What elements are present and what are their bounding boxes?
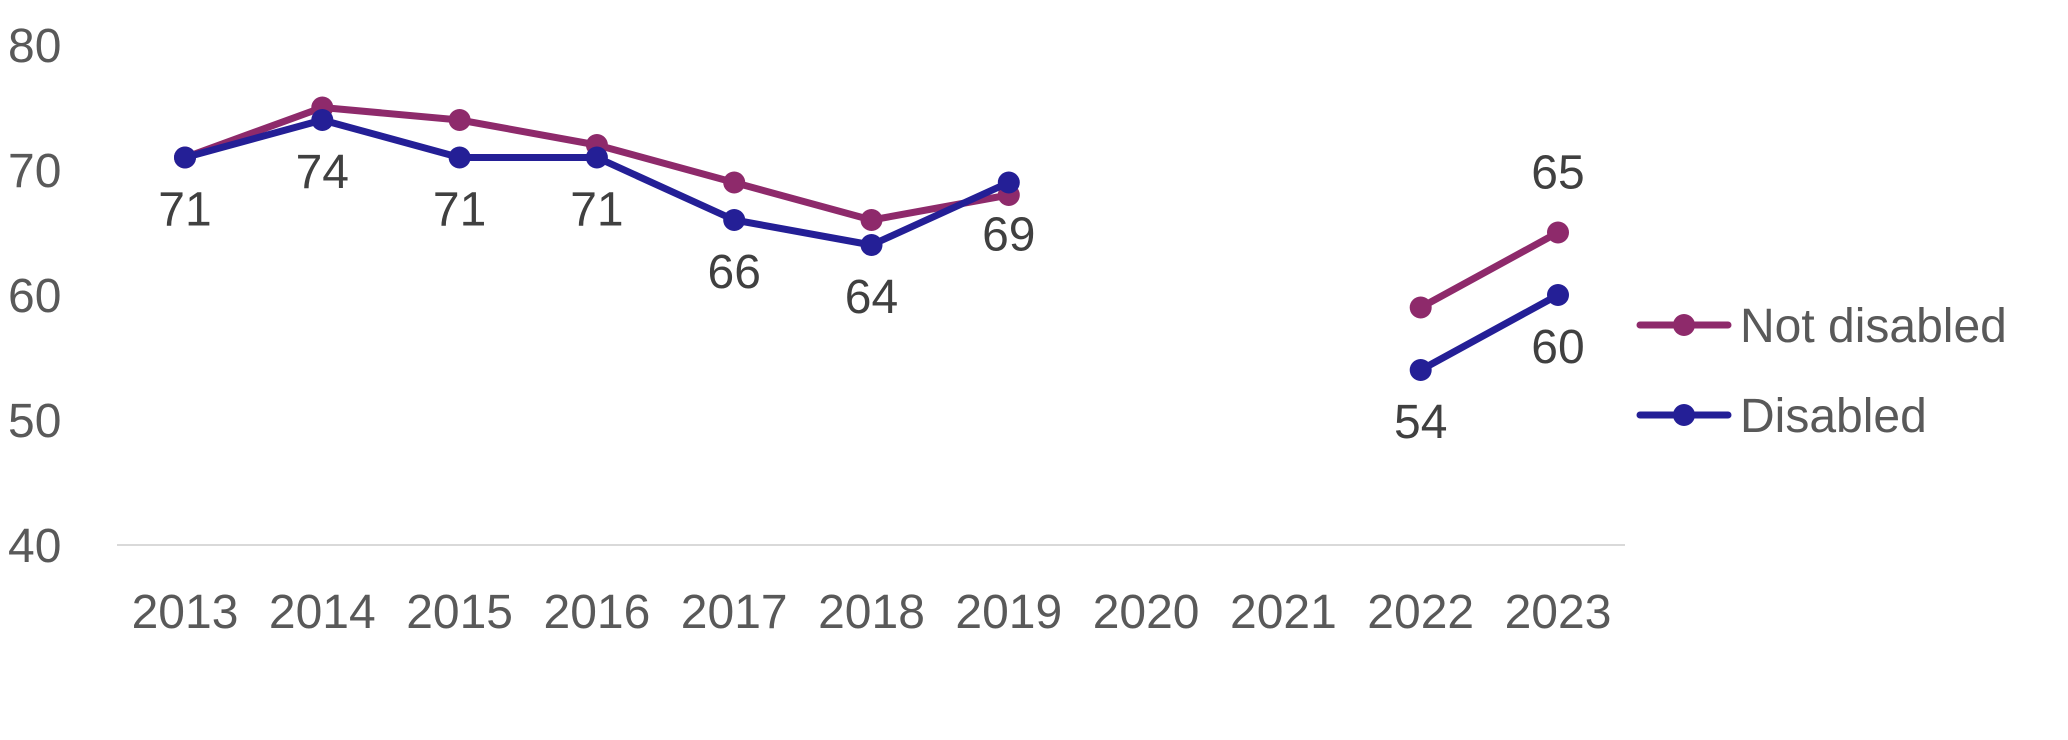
data-label: 66 (708, 246, 761, 299)
data-label: 64 (845, 271, 898, 324)
data-label: 54 (1394, 396, 1447, 449)
legend: Not disabled Disabled (1636, 300, 2007, 443)
legend-item: Not disabled (1636, 300, 2007, 353)
x-tick-label: 2013 (132, 586, 239, 639)
data-label: 65 (1531, 147, 1584, 200)
series-disabled (174, 109, 1569, 381)
data-point (311, 109, 334, 131)
data-point (585, 146, 608, 169)
legend-swatch-marker (1673, 314, 1695, 336)
series-line (1417, 291, 1562, 374)
x-axis: 2013 2014 2015 2016 2017 2018 2019 2020 2021 2022… (132, 586, 1612, 639)
x-tick-label: 2019 (955, 586, 1062, 639)
data-label: 60 (1531, 321, 1584, 374)
x-tick-label: 2014 (269, 586, 376, 639)
y-tick-label: 50 (8, 395, 61, 448)
y-tick-label: 70 (8, 145, 61, 198)
x-tick-label: 2023 (1505, 586, 1612, 639)
data-point (1409, 296, 1432, 319)
data-point (1547, 221, 1569, 244)
x-tick-label: 2022 (1367, 586, 1474, 639)
data-label: 69 (982, 209, 1035, 262)
legend-item: Disabled (1636, 390, 1927, 443)
y-tick-label: 60 (8, 270, 61, 323)
y-tick-label: 40 (8, 520, 61, 573)
data-label: 71 (570, 184, 623, 237)
legend-label: Disabled (1740, 390, 1927, 443)
data-point (860, 234, 883, 256)
y-tick-label: 80 (8, 20, 61, 73)
data-point (997, 171, 1020, 194)
y-axis: 40 50 60 70 80 (8, 20, 61, 573)
data-point (1547, 284, 1569, 306)
legend-swatch-marker (1673, 404, 1695, 426)
legend-label: Not disabled (1740, 300, 2007, 353)
x-tick-label: 2015 (406, 586, 513, 639)
data-point (448, 146, 471, 169)
x-tick-label: 2021 (1230, 586, 1337, 639)
x-tick-label: 2016 (544, 586, 651, 639)
data-label: 74 (296, 146, 349, 199)
data-point (723, 209, 746, 231)
series-layer (174, 96, 1569, 381)
series-line (1417, 229, 1562, 311)
x-tick-label: 2018 (818, 586, 925, 639)
data-label: 71 (158, 184, 211, 237)
data-point (174, 146, 196, 169)
data-point (448, 109, 471, 131)
x-tick-label: 2017 (681, 586, 788, 639)
data-labels: 65 71 74 71 71 66 64 69 54 60 (158, 146, 1584, 449)
data-label: 71 (433, 184, 486, 237)
data-point (723, 171, 746, 194)
x-tick-label: 2020 (1093, 586, 1200, 639)
data-point (860, 209, 883, 231)
data-point (1409, 359, 1432, 381)
